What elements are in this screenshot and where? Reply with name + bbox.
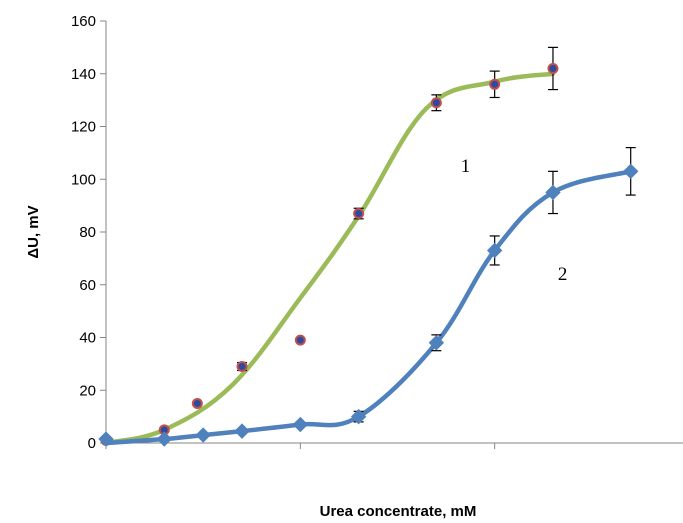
data-point [156, 431, 173, 447]
y-tick-label: 80 [79, 224, 96, 241]
data-point [234, 423, 250, 439]
data-point [294, 334, 306, 346]
data-point [98, 431, 114, 447]
y-tick-label: 140 [71, 66, 96, 83]
curve-label: 1 [461, 156, 471, 177]
x-axis-title: Urea concentrate, mM [320, 503, 477, 520]
data-point [547, 62, 559, 74]
y-tick-label: 0 [88, 435, 96, 452]
series-1-curve [103, 71, 556, 446]
data-point [428, 335, 445, 351]
x-axis [105, 442, 683, 449]
data-point [236, 361, 248, 373]
data-point [292, 416, 309, 433]
data-point [430, 97, 442, 109]
data-point [353, 208, 365, 220]
series-2 [98, 147, 639, 447]
y-axis: 0 20 40 60 80 100 120 140 160 [71, 13, 107, 452]
y-tick-label: 120 [71, 119, 96, 136]
y-tick-label: 160 [71, 13, 96, 30]
y-tick-label: 100 [71, 171, 96, 188]
data-point [622, 163, 639, 180]
annotation-layer: 12 [461, 156, 568, 285]
data-point [195, 427, 211, 443]
y-tick-label: 60 [79, 277, 96, 294]
data-point [191, 397, 203, 409]
curve-label: 2 [558, 264, 568, 285]
data-point [486, 242, 503, 259]
series-1 [100, 46, 559, 446]
data-point [489, 78, 501, 90]
series-layer [98, 46, 639, 447]
data-point [545, 184, 561, 201]
y-tick-label: 40 [79, 330, 96, 347]
y-axis-title: ΔU, mV [25, 205, 42, 258]
data-point [350, 408, 367, 425]
series-2-curve [103, 169, 633, 446]
y-tick-label: 20 [79, 382, 96, 399]
